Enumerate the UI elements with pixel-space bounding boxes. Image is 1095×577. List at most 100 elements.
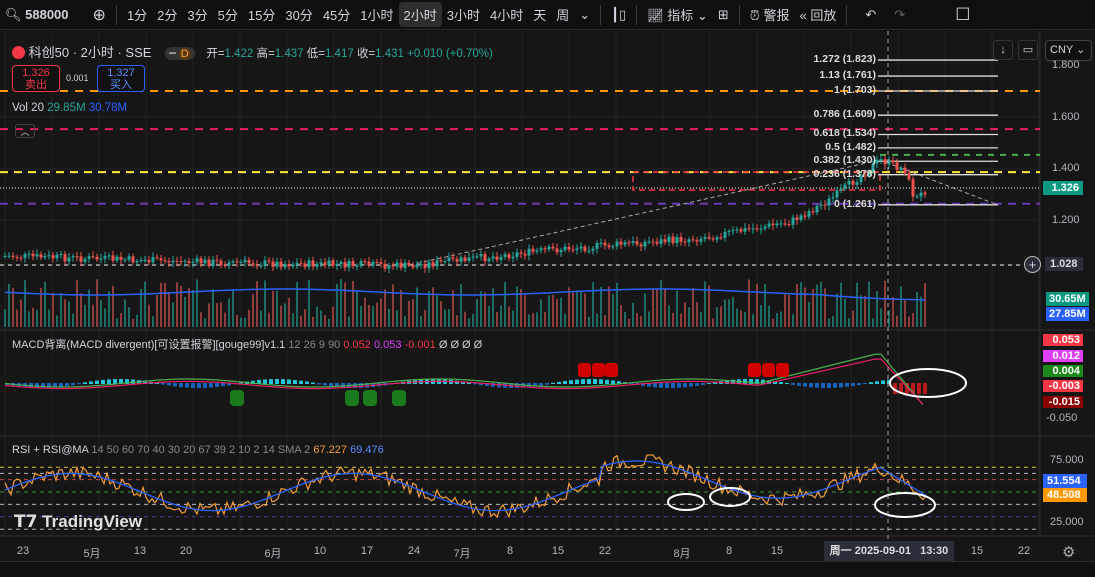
macd-histogram-bar — [545, 383, 549, 385]
candle-body — [431, 262, 435, 267]
volume-bar — [268, 312, 270, 327]
candle-body — [731, 230, 735, 232]
interval-3[interactable]: 5分 — [217, 8, 238, 23]
candle-body — [159, 258, 163, 261]
volume-bar — [152, 316, 154, 327]
sell-button[interactable]: 1.326 卖出 — [12, 65, 60, 92]
volume-bar — [520, 288, 522, 327]
interval-dropdown-icon[interactable]: ⌄ — [579, 6, 591, 22]
volume-bar — [492, 288, 494, 327]
macd-histogram-bar — [461, 381, 465, 384]
candle-body — [643, 241, 647, 247]
interval-8[interactable]: 2小时 — [398, 2, 442, 27]
interval-0[interactable]: 1分 — [126, 8, 148, 23]
macd-histogram-bar — [275, 379, 279, 384]
macd-axis-value: 0.004 — [1043, 365, 1083, 377]
scroll-down-icon[interactable]: ↓ — [993, 40, 1013, 60]
interval-10[interactable]: 4小时 — [489, 8, 524, 23]
macd-histogram-bar — [473, 383, 477, 385]
macd-histogram-bar — [653, 383, 657, 388]
candle-body — [71, 256, 75, 258]
volume-bar — [584, 293, 586, 327]
volume-bar — [300, 315, 302, 327]
fullscreen-icon[interactable]: ☐ — [955, 4, 971, 24]
candle-type-icon[interactable]: ┃▯ — [611, 6, 627, 22]
chart-area[interactable] — [0, 31, 1095, 561]
candle-body — [107, 255, 111, 257]
macd-histogram-bar — [479, 383, 483, 386]
volume-bar — [116, 318, 118, 327]
rsi-value: 48.508 — [1043, 488, 1087, 502]
candle-body — [379, 262, 383, 264]
volume-bar — [676, 290, 678, 327]
volume-bar — [180, 285, 182, 327]
candle-body — [743, 228, 747, 232]
currency-select[interactable]: CNY ⌄ — [1045, 40, 1092, 61]
add-symbol-button[interactable]: ⊕ — [92, 6, 106, 24]
candle-body — [667, 236, 671, 243]
indicators-button[interactable]: 📈︎ 指标 ⌄ — [647, 8, 708, 23]
candle-body — [903, 167, 907, 174]
volume-bar — [436, 295, 438, 327]
settings-icon[interactable]: ⚙ — [1062, 544, 1076, 561]
alert-button[interactable]: ⏰︎ 警报 — [749, 8, 790, 23]
volume-bar — [124, 299, 126, 327]
symbol-title[interactable]: 科创50 · 2小时 · SSE — [28, 45, 152, 60]
candle-body — [207, 259, 211, 266]
volume-bar — [704, 281, 706, 327]
replay-button[interactable]: « 回放 — [799, 8, 837, 23]
undo-icon[interactable]: ↶ — [865, 6, 877, 22]
volume-bar — [120, 313, 122, 327]
candle-body — [543, 248, 547, 250]
volume-bar — [104, 308, 106, 327]
volume-bar — [612, 294, 614, 327]
collapse-icon[interactable]: ︿ — [15, 124, 35, 138]
buy-button[interactable]: 1.327 买入 — [97, 65, 145, 92]
crosshair-time-label: 周一 2025-09-01 13:30 — [824, 541, 954, 562]
volume-bar — [188, 287, 190, 327]
chart-canvas[interactable] — [0, 31, 1095, 561]
macd-legend: MACD背离(MACD divergent)[可设置报警][gouge99]v1… — [12, 339, 483, 351]
candle-body — [715, 237, 719, 240]
interval-12[interactable]: 周 — [556, 8, 570, 23]
interval-7[interactable]: 1小时 — [360, 8, 394, 23]
candle-body — [487, 258, 491, 262]
interval-4[interactable]: 15分 — [247, 8, 276, 23]
volume-bar — [448, 309, 450, 327]
volume-bar — [424, 309, 426, 327]
candle-body — [147, 259, 151, 263]
volume-bar — [484, 292, 486, 327]
macd-histogram-bar — [539, 383, 543, 386]
candle-body — [555, 248, 559, 253]
macd-histogram-bar — [917, 383, 921, 394]
volume-bar — [536, 312, 538, 327]
interval-2[interactable]: 3分 — [187, 8, 208, 23]
candle-body — [331, 260, 335, 266]
volume-bar — [324, 315, 326, 327]
candle-body — [363, 261, 367, 263]
redo-icon[interactable]: ↷ — [894, 6, 906, 22]
interval-5[interactable]: 30分 — [285, 8, 313, 23]
interval-1[interactable]: 2分 — [157, 8, 178, 23]
symbol-search[interactable]: 🔍︎ 588000 — [5, 6, 69, 22]
volume-bar — [144, 281, 146, 327]
layouts-icon[interactable]: ⊞ — [717, 6, 729, 22]
interval-11[interactable]: 天 — [533, 8, 547, 23]
add-alert-icon[interactable]: + — [1024, 256, 1041, 273]
volume-bar — [788, 294, 790, 327]
volume-bar — [148, 304, 150, 327]
candle-body — [83, 258, 87, 262]
interval-9[interactable]: 3小时 — [446, 8, 480, 23]
price-tick: 1.600 — [1052, 110, 1080, 123]
macd-axis-value: 0.012 — [1043, 350, 1083, 362]
candle-body — [511, 256, 515, 259]
fib-level-label: 1 (1.703) — [833, 83, 876, 96]
auto-scale-icon[interactable]: ▭ — [1018, 40, 1038, 60]
volume-bar — [256, 281, 258, 327]
macd-histogram-bar — [857, 383, 861, 386]
divergence-marker — [605, 363, 618, 377]
volume-bar — [516, 286, 518, 327]
interval-6[interactable]: 45分 — [322, 8, 351, 23]
macd-histogram-bar — [581, 379, 585, 384]
volume-bar — [740, 310, 742, 327]
